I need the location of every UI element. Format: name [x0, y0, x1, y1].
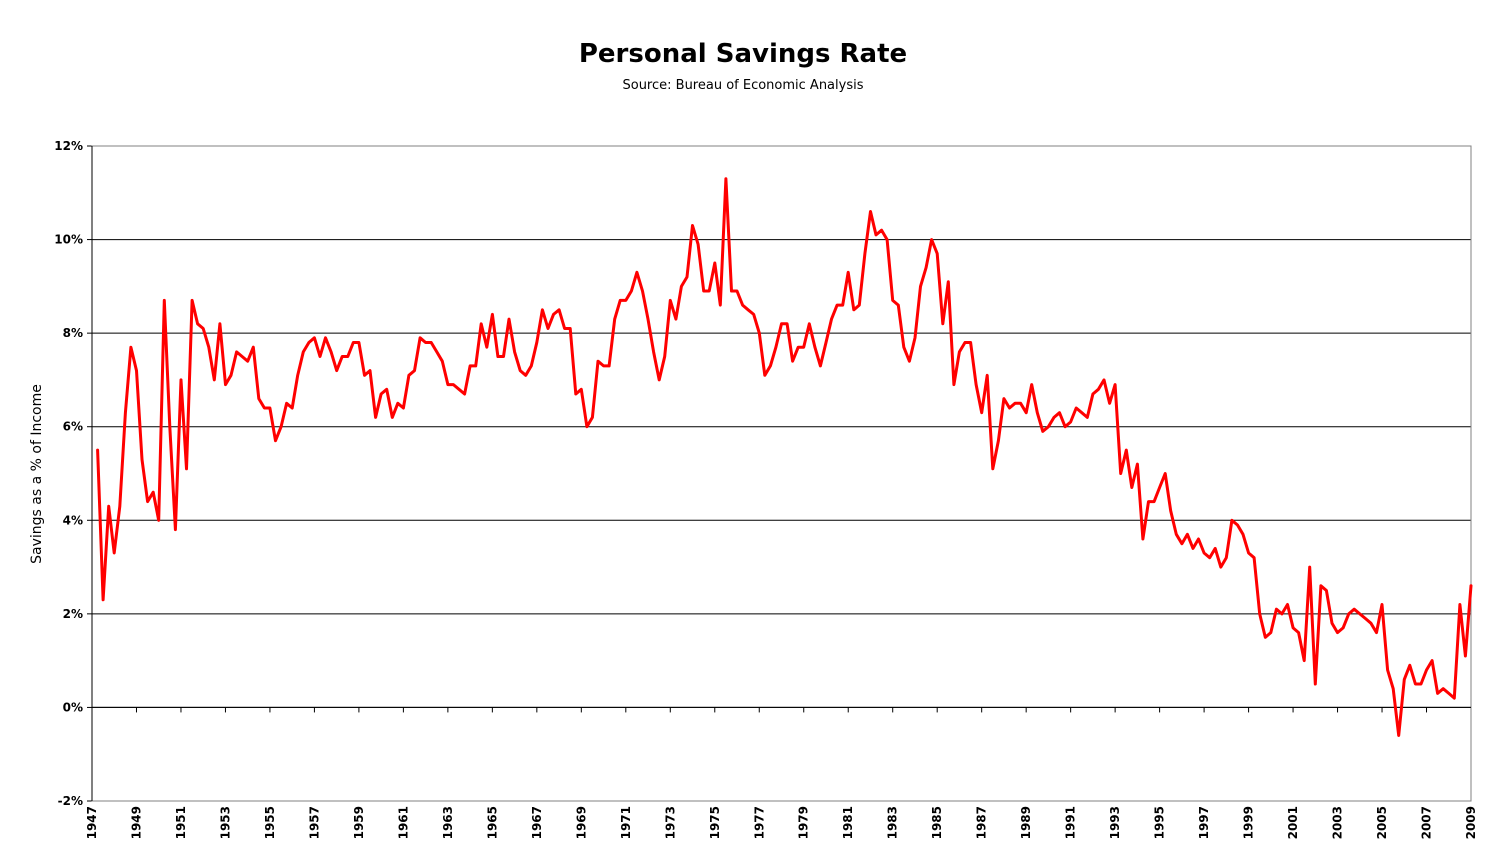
x-tick-label: 1955 [263, 806, 277, 839]
chart-background [0, 0, 1487, 863]
x-tick-label: 1957 [307, 806, 321, 839]
x-tick-label: 1951 [174, 806, 188, 839]
x-tick-label: 2005 [1375, 806, 1389, 839]
x-tick-label: 1999 [1242, 806, 1256, 839]
x-tick-label: 1983 [886, 806, 900, 839]
x-tick-label: 1971 [619, 806, 633, 839]
y-tick-label: 0% [63, 700, 83, 714]
x-tick-label: 1985 [930, 806, 944, 839]
x-tick-label: 1991 [1064, 806, 1078, 839]
x-tick-label: 2009 [1464, 806, 1478, 839]
x-tick-label: 1993 [1108, 806, 1122, 839]
x-tick-label: 1989 [1019, 806, 1033, 839]
x-tick-label: 1997 [1197, 806, 1211, 839]
x-tick-label: 1987 [975, 806, 989, 839]
x-tick-label: 1953 [218, 806, 232, 839]
x-tick-label: 1967 [530, 806, 544, 839]
y-tick-label: 2% [63, 607, 83, 621]
savings-rate-chart: Personal Savings Rate Source: Bureau of … [0, 0, 1487, 863]
x-tick-label: 2003 [1331, 806, 1345, 839]
y-tick-label: 6% [63, 420, 83, 434]
x-tick-label: 1995 [1153, 806, 1167, 839]
x-tick-label: 1975 [708, 806, 722, 839]
x-tick-label: 1965 [485, 806, 499, 839]
x-tick-label: 1959 [352, 806, 366, 839]
x-tick-label: 1963 [441, 806, 455, 839]
x-tick-label: 2007 [1420, 806, 1434, 839]
chart-title: Personal Savings Rate [579, 39, 907, 69]
x-tick-label: 2001 [1286, 806, 1300, 839]
y-tick-label: 4% [63, 513, 83, 527]
x-tick-label: 1979 [797, 806, 811, 839]
x-tick-label: 1973 [663, 806, 677, 839]
y-tick-label: 12% [54, 139, 83, 153]
x-tick-label: 1949 [129, 806, 143, 839]
x-tick-label: 1969 [574, 806, 588, 839]
x-tick-label: 1981 [841, 806, 855, 839]
x-tick-label: 1977 [752, 806, 766, 839]
y-axis-label: Savings as a % of Income [29, 384, 45, 564]
y-tick-label: 10% [54, 233, 83, 247]
y-tick-label: -2% [58, 794, 83, 808]
x-tick-label: 1947 [85, 806, 99, 839]
x-tick-label: 1961 [396, 806, 410, 839]
y-tick-label: 8% [63, 326, 83, 340]
chart-subtitle: Source: Bureau of Economic Analysis [622, 78, 863, 93]
